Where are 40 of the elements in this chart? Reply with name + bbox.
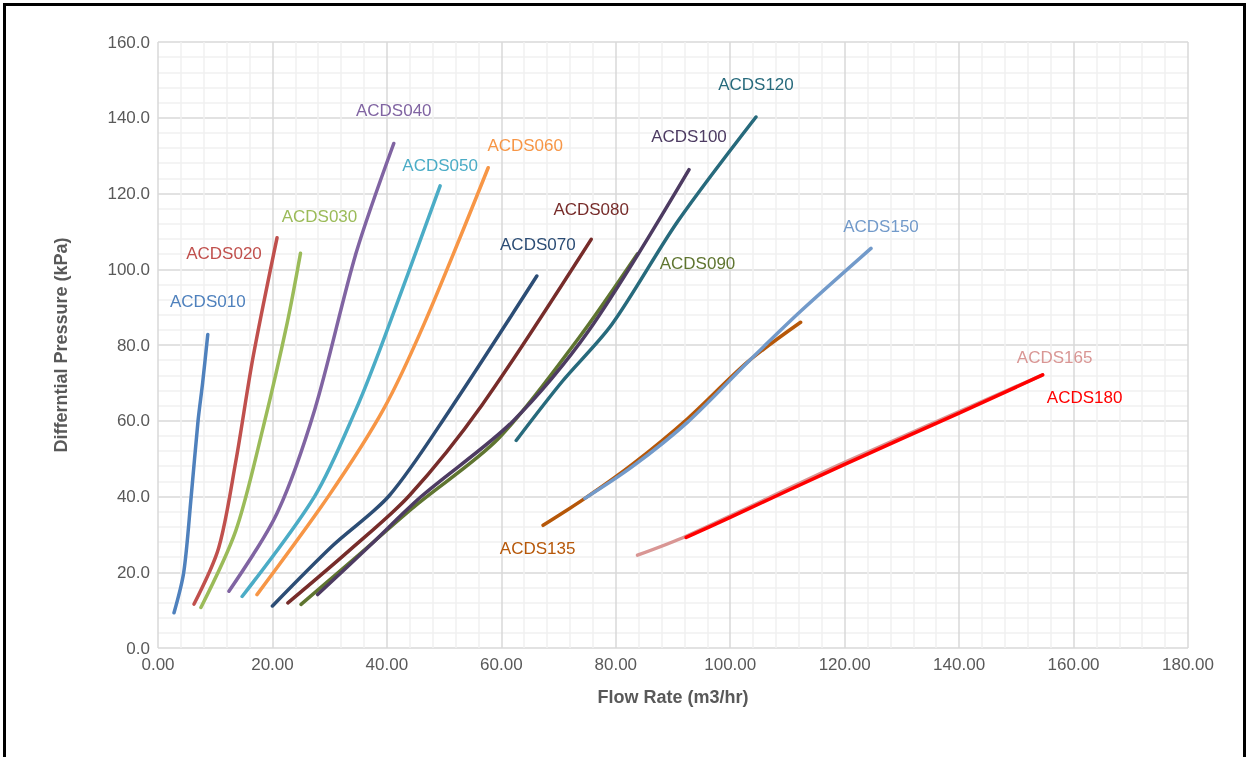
x-axis-title: Flow Rate (m3/hr) [597, 687, 749, 707]
x-tick-label: 100.00 [704, 655, 757, 674]
x-tick-label: 160.00 [1047, 655, 1100, 674]
y-tick-label: 100.0 [107, 259, 150, 279]
line-series [172, 332, 210, 615]
y-tick-label: 120.0 [107, 184, 150, 203]
x-tick-label: 40.00 [365, 655, 409, 674]
line-series [583, 246, 873, 501]
x-tick-label: 80.00 [594, 655, 638, 674]
series-label: ACDS060 [487, 136, 563, 156]
y-tick-label: 20.0 [116, 562, 150, 582]
y-tick-label: 40.0 [116, 487, 150, 506]
y-tick-label: 160.0 [107, 32, 150, 52]
y-axis-title: Differntial Pressure (kPa) [51, 237, 71, 453]
y-tick-label: 0.0 [126, 638, 150, 658]
x-tick-label: 60.00 [480, 655, 523, 674]
series-label: ACDS150 [843, 216, 919, 236]
series-label: ACDS050 [402, 156, 478, 176]
x-tick-label: 120.00 [818, 655, 871, 674]
series-label: ACDS120 [718, 75, 794, 95]
x-tick-label: 0.00 [141, 655, 175, 674]
series-label: ACDS100 [651, 127, 727, 147]
x-tick-label: 180.00 [1162, 655, 1214, 674]
x-tick-label: 20.00 [251, 655, 294, 674]
series-label: ACDS165 [1016, 348, 1093, 368]
series-label: ACDS020 [186, 244, 262, 264]
series-label: ACDS010 [169, 291, 246, 311]
line-series [684, 373, 1045, 540]
y-tick-label: 60.0 [116, 411, 150, 431]
series-label: ACDS180 [1046, 388, 1123, 408]
series-label: ACDS030 [281, 206, 358, 226]
y-tick-label: 80.0 [116, 335, 150, 355]
series-label: ACDS080 [553, 199, 629, 219]
series-label: ACDS090 [659, 254, 736, 274]
series-label: ACDS070 [500, 234, 576, 254]
line-series [286, 237, 593, 605]
y-tick-label: 140.0 [107, 108, 150, 128]
series-label: ACDS040 [355, 101, 432, 120]
x-tick-label: 140.00 [933, 655, 986, 674]
series-label: ACDS135 [499, 538, 576, 558]
